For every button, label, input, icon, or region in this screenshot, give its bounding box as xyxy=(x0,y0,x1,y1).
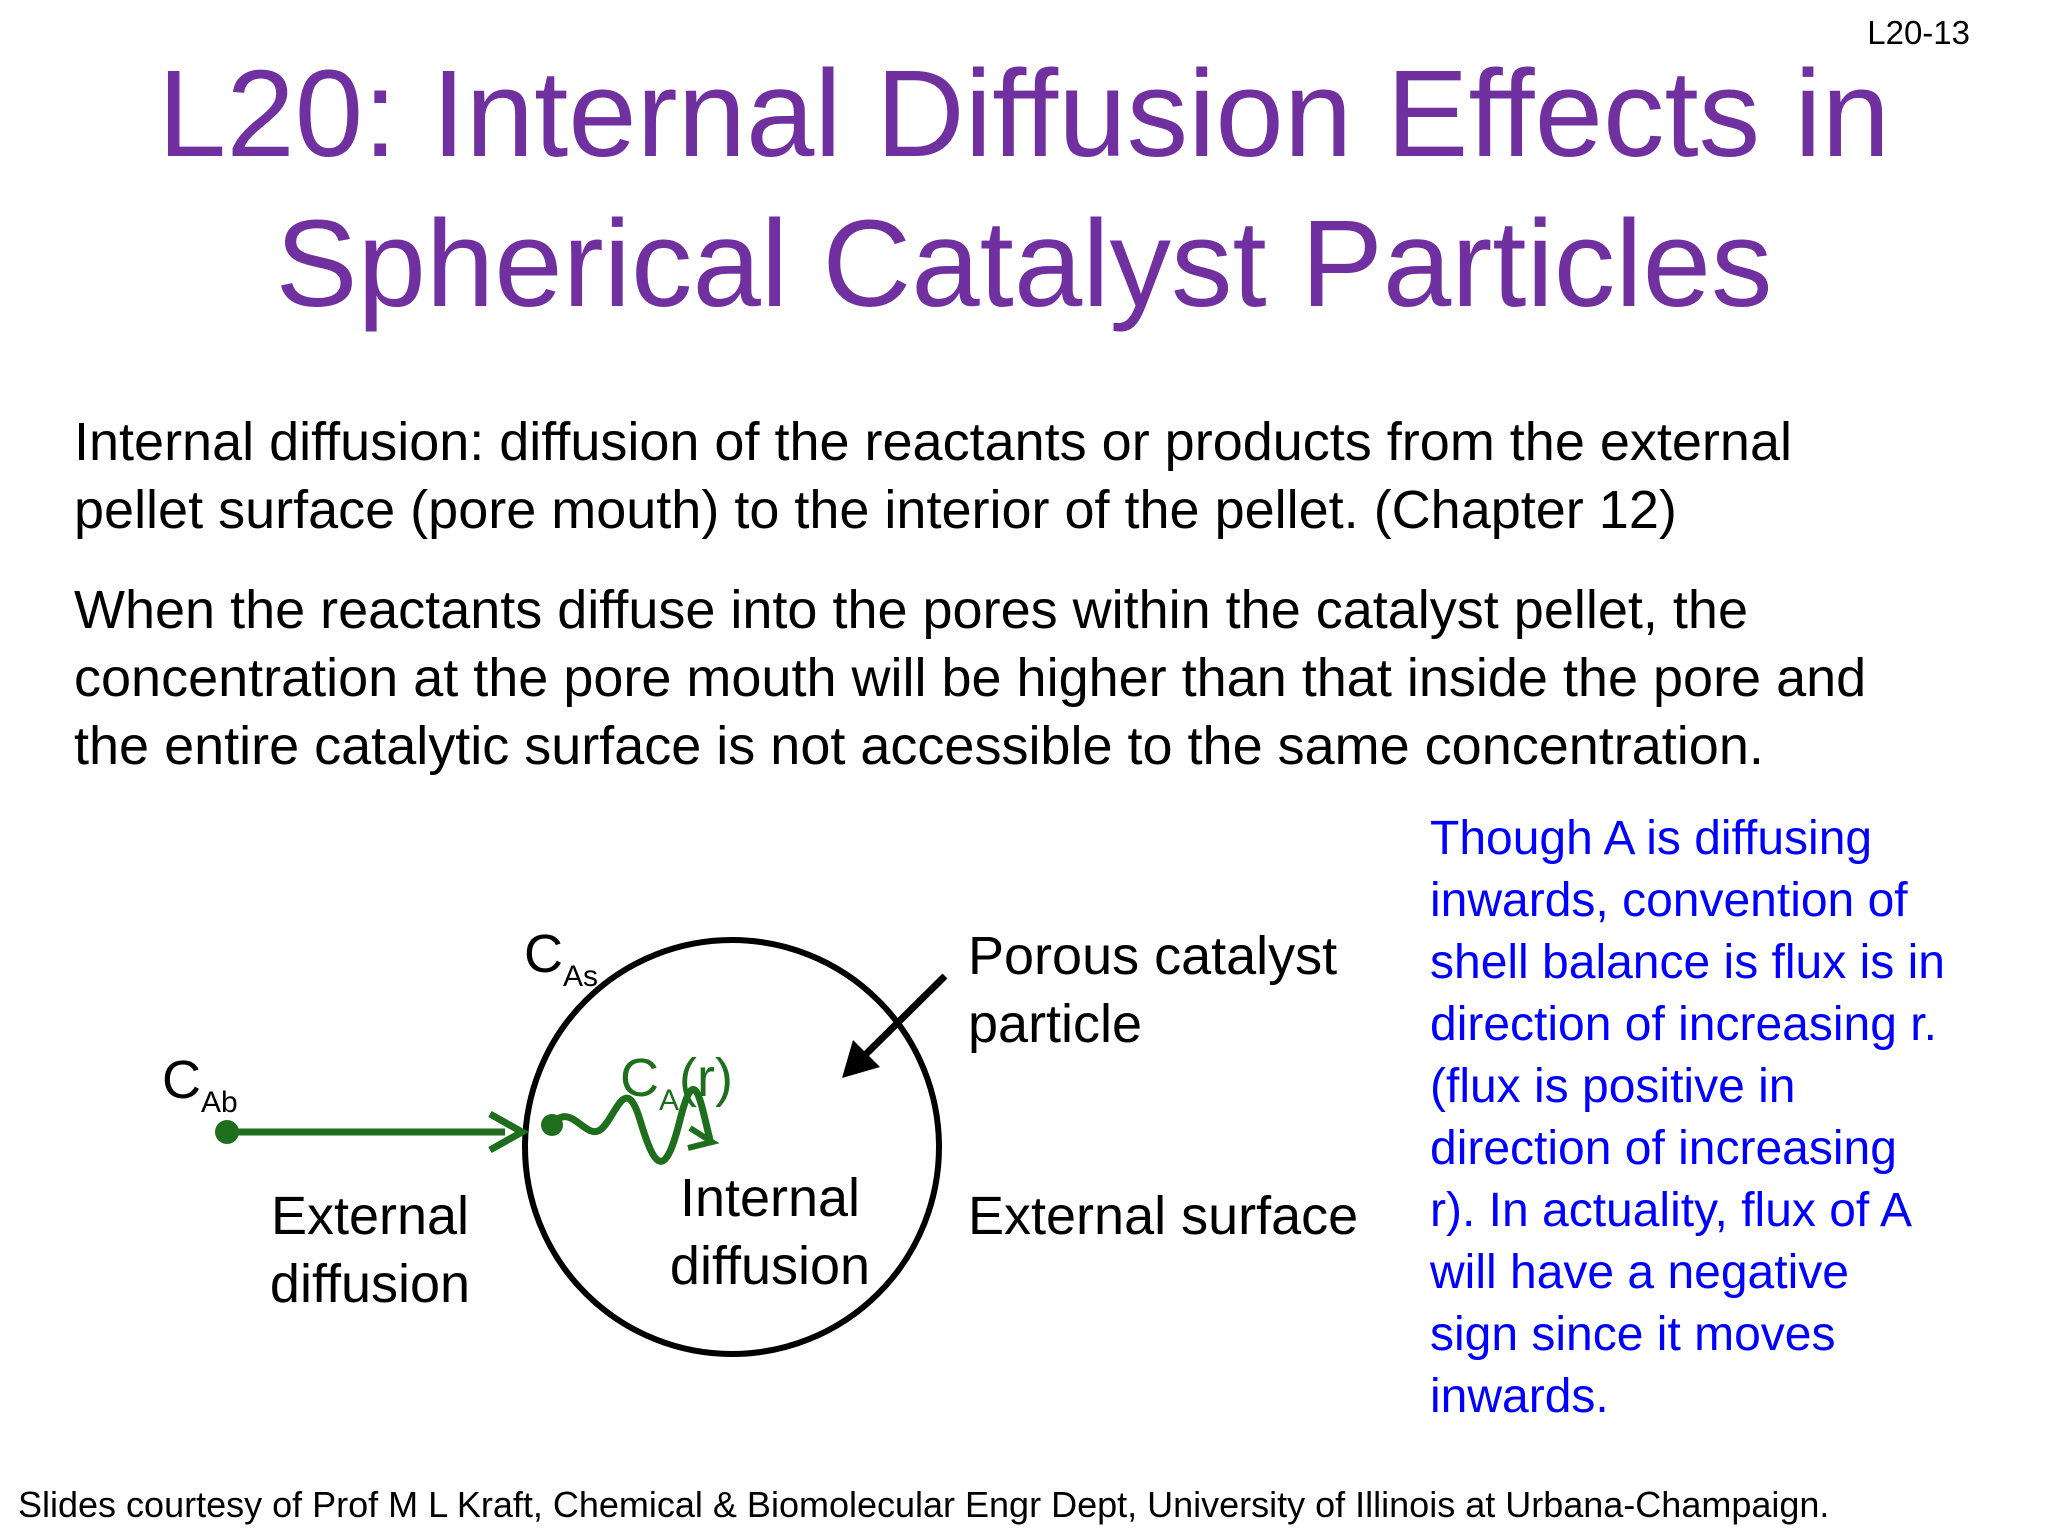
porous-particle-pointer-shaft xyxy=(857,973,948,1063)
note-line-8: will have a negative xyxy=(1430,1246,1849,1299)
internal-concentration-subscript: A xyxy=(659,1084,680,1117)
slide-number: L20-13 xyxy=(1867,14,1970,51)
porous-catalyst-line-2: particle xyxy=(968,994,1143,1054)
page-title: L20: Internal Diffusion Effects in Spher… xyxy=(0,40,2048,340)
internal-diffusion-wavy-arrow xyxy=(549,1086,714,1165)
note-line-10: inwards. xyxy=(1430,1370,1609,1423)
internal-concentration-label: CA(r) xyxy=(620,1048,733,1131)
note-line-5: (flux is positive in xyxy=(1430,1060,1796,1113)
surface-concentration-subscript: As xyxy=(563,960,599,993)
internal-concentration-suffix: (r) xyxy=(679,1048,733,1108)
note-line-2: inwards, convention of xyxy=(1430,874,1908,927)
surface-concentration-main: C xyxy=(524,924,563,984)
external-diffusion-label: External diffusion xyxy=(232,1182,508,1318)
bulk-concentration-main: C xyxy=(162,1050,201,1110)
definition-paragraph: Internal diffusion: diffusion of the rea… xyxy=(74,408,1994,544)
note-line-7: r). In actuality, flux of A xyxy=(1430,1184,1912,1237)
explanation-line-2: concentration at the pore mouth will be … xyxy=(74,648,1867,708)
definition-line-1: Internal diffusion: diffusion of the rea… xyxy=(74,412,1792,472)
note-line-1: Though A is diffusing xyxy=(1430,812,1873,865)
external-surface-label: External surface xyxy=(968,1186,1359,1246)
external-diffusion-line-2: diffusion xyxy=(269,1254,471,1314)
explanation-line-3: the entire catalytic surface is not acce… xyxy=(74,716,1764,776)
note-line-9: sign since it moves xyxy=(1430,1308,1836,1361)
internal-diffusion-line-2: diffusion xyxy=(669,1236,871,1296)
definition-line-2: pellet surface (pore mouth) to the inter… xyxy=(74,480,1677,540)
internal-diffusion-line-1: Internal xyxy=(679,1168,861,1228)
flux-convention-note: Though A is diffusing inwards, conventio… xyxy=(1430,808,1945,1428)
title-line-2: Spherical Catalyst Particles xyxy=(275,196,1773,333)
surface-concentration-label: CAs xyxy=(524,924,598,1007)
title-line-1: L20: Internal Diffusion Effects in xyxy=(157,46,1891,183)
bulk-concentration-subscript: Ab xyxy=(201,1086,238,1119)
internal-concentration-main: C xyxy=(620,1048,659,1108)
credits-footer: Slides courtesy of Prof M L Kraft, Chemi… xyxy=(18,1484,1830,1525)
internal-diffusion-arrow-head xyxy=(687,1125,720,1151)
porous-catalyst-label: Porous catalyst particle xyxy=(968,922,1337,1058)
explanation-line-1: When the reactants diffuse into the pore… xyxy=(74,580,1748,640)
porous-particle-pointer-head xyxy=(842,1040,880,1078)
catalyst-particle-circle xyxy=(522,937,942,1357)
bulk-concentration-label: CAb xyxy=(162,1050,238,1133)
explanation-paragraph: When the reactants diffuse into the pore… xyxy=(74,576,1994,780)
note-line-3: shell balance is flux is in xyxy=(1430,936,1945,989)
external-diffusion-line-1: External xyxy=(270,1186,470,1246)
note-line-4: direction of increasing r. xyxy=(1430,998,1937,1051)
external-diffusion-arrow-head xyxy=(488,1110,530,1154)
note-line-6: direction of increasing xyxy=(1430,1122,1897,1175)
internal-diffusion-label: Internal diffusion xyxy=(640,1164,900,1300)
bulk-point-dot xyxy=(215,1120,239,1144)
porous-catalyst-line-1: Porous catalyst xyxy=(968,926,1338,986)
